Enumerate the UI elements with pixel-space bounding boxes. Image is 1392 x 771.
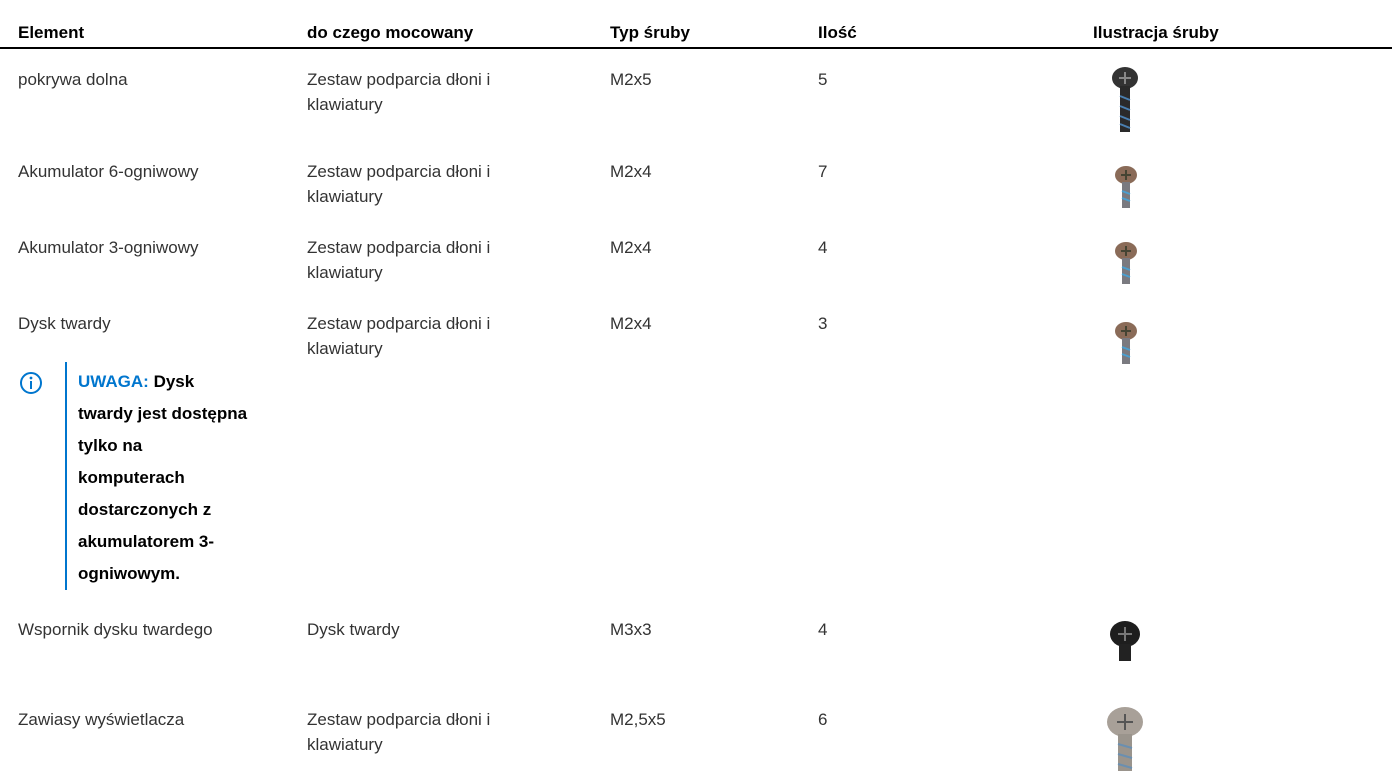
element-cell: Wspornik dysku twardego xyxy=(18,620,213,639)
column-header: do czego mocowany xyxy=(307,23,474,42)
screw-image xyxy=(1112,67,1138,132)
screw-image xyxy=(1107,707,1143,771)
element-cell: Akumulator 3-ogniwowy xyxy=(18,238,199,257)
element-cell: Zawiasy wyświetlacza xyxy=(18,710,185,729)
note-label: UWAGA: xyxy=(78,372,149,391)
column-header: Typ śruby xyxy=(610,23,690,42)
attached-cell: Zestaw podparcia dłoni i klawiatury xyxy=(307,314,491,358)
screw-image xyxy=(1115,166,1137,208)
note-text: Dysk twardy jest dostępna tylko na kompu… xyxy=(78,372,248,583)
element-cell: pokrywa dolna xyxy=(18,70,128,89)
quantity-cell: 7 xyxy=(818,162,828,181)
quantity-cell: 6 xyxy=(818,710,828,729)
attached-cell: Zestaw podparcia dłoni i klawiatury xyxy=(307,238,491,282)
element-cell: Dysk twardy xyxy=(18,314,111,333)
quantity-cell: 5 xyxy=(818,70,828,89)
screw-type-cell: M2x5 xyxy=(610,70,652,89)
quantity-cell: 4 xyxy=(818,238,828,257)
column-header: Ilustracja śruby xyxy=(1093,23,1219,42)
screw-image xyxy=(1110,621,1140,661)
note-bar xyxy=(65,362,67,590)
attached-cell: Zestaw podparcia dłoni i klawiatury xyxy=(307,162,491,206)
screw-type-cell: M2,5x5 xyxy=(610,710,666,729)
attached-cell: Dysk twardy xyxy=(307,620,400,639)
element-cell: Akumulator 6-ogniwowy xyxy=(18,162,199,181)
column-header: Ilość xyxy=(818,23,857,42)
attached-cell: Zestaw podparcia dłoni i klawiatury xyxy=(307,710,491,754)
screw-type-cell: M2x4 xyxy=(610,162,652,181)
attached-cell: Zestaw podparcia dłoni i klawiatury xyxy=(307,70,491,114)
screw-type-cell: M2x4 xyxy=(610,238,652,257)
screw-type-cell: M3x3 xyxy=(610,620,652,639)
header-rule xyxy=(0,47,1392,49)
quantity-cell: 3 xyxy=(818,314,828,333)
column-header: Element xyxy=(18,23,85,42)
screw-image xyxy=(1115,322,1137,364)
info-icon xyxy=(20,372,42,394)
quantity-cell: 4 xyxy=(818,620,828,639)
screw-type-cell: M2x4 xyxy=(610,314,652,333)
screw-image xyxy=(1115,242,1137,284)
note: UWAGA: Dysk twardy jest dostępna tylko n… xyxy=(78,366,248,590)
